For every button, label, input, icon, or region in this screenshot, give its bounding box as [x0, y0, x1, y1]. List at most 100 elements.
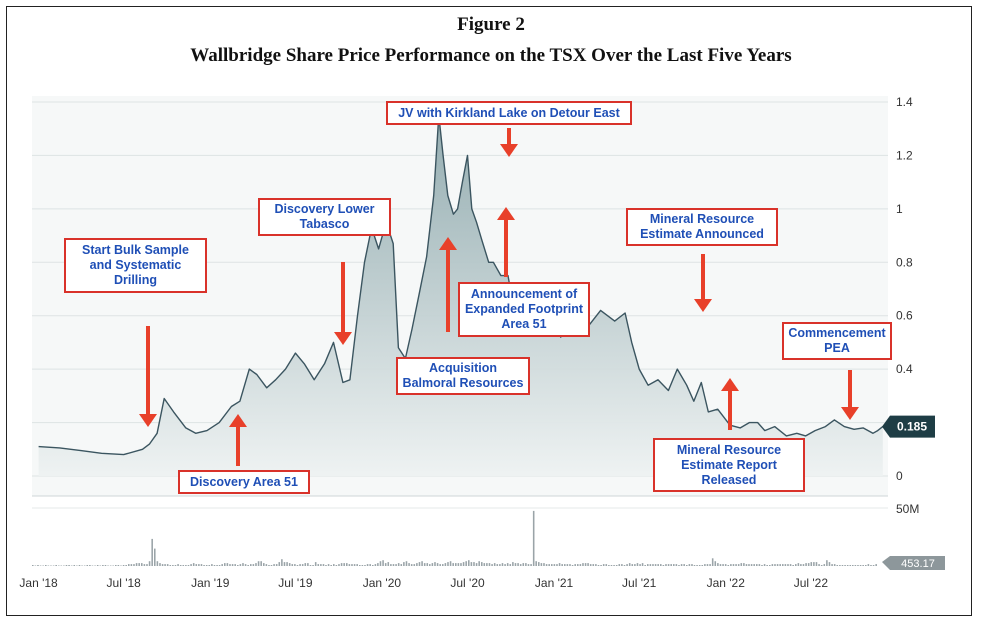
volume-bar [538, 562, 540, 566]
volume-bar [265, 564, 268, 566]
volume-bar [294, 564, 296, 566]
volume-bar [776, 564, 779, 566]
annotation-mineral-resource-announced: Mineral Resource Estimate Announced [626, 208, 778, 246]
annotation-arrow-head [841, 407, 859, 420]
volume-bar [470, 562, 473, 566]
volume-bar [519, 564, 522, 566]
volume-bar [571, 565, 574, 566]
volume-bar [37, 565, 39, 566]
volume-bar [120, 565, 122, 566]
volume-bar [608, 565, 610, 566]
volume-bar [831, 564, 833, 566]
volume-bar [564, 564, 566, 566]
volume-bar [83, 565, 86, 566]
volume-bar [784, 564, 787, 566]
volume-bar [647, 564, 649, 566]
volume-bar [361, 565, 364, 566]
y-tick-label: 0 [896, 469, 903, 483]
volume-bar [815, 562, 818, 566]
volume-bar [600, 565, 602, 566]
volume-bar [117, 565, 120, 566]
volume-bar [94, 565, 96, 566]
volume-bar [688, 564, 691, 566]
volume-bar [859, 565, 862, 566]
volume-bar [146, 564, 148, 566]
volume-bar [683, 564, 685, 566]
y-tick-label: 1.4 [896, 95, 913, 109]
volume-bar [187, 565, 190, 566]
x-tick-label: Jul '19 [278, 576, 313, 590]
volume-bar [174, 565, 177, 566]
volume-bar [854, 565, 857, 566]
volume-bar [237, 565, 239, 566]
volume-bar [802, 564, 805, 566]
volume-bar [275, 564, 278, 566]
volume-bar [758, 564, 761, 566]
volume-bar [761, 565, 763, 566]
volume-bar [32, 565, 34, 566]
volume-bar [436, 563, 439, 566]
volume-bar [719, 564, 722, 566]
volume-bar [128, 564, 130, 566]
volume-bar [387, 562, 390, 566]
volume-bar [613, 565, 615, 566]
volume-bar [205, 565, 208, 566]
volume-bar [566, 564, 569, 566]
volume-bar [468, 560, 470, 566]
volume-bar [65, 565, 68, 566]
volume-bar [496, 564, 499, 566]
volume-bar [392, 564, 395, 566]
last-price-badge [882, 415, 935, 438]
volume-bar [96, 565, 99, 566]
volume-bar [244, 564, 247, 566]
x-tick-label: Jul '21 [622, 576, 657, 590]
volume-bar [156, 561, 159, 566]
volume-bar [735, 564, 737, 566]
annotation-arrow-head [229, 414, 247, 427]
volume-bar [55, 565, 57, 566]
volume-bar [506, 563, 509, 566]
volume-bar [686, 565, 688, 566]
volume-bar [70, 565, 73, 566]
volume-bar [200, 564, 203, 566]
volume-bar [483, 563, 486, 566]
volume-bar [320, 564, 322, 566]
volume-bar [91, 565, 94, 566]
volume-bar [631, 564, 634, 566]
volume-bar [372, 565, 374, 566]
annotation-arrow-head [694, 299, 712, 312]
volume-bar [250, 564, 252, 566]
volume-bar [309, 565, 312, 566]
volume-bar [514, 563, 517, 566]
volume-bar [102, 565, 104, 566]
volume-bar [857, 565, 859, 566]
volume-bar [561, 564, 563, 566]
volume-bar [551, 564, 553, 566]
volume-bar [867, 564, 870, 566]
volume-bar [779, 564, 781, 566]
volume-bar [416, 563, 418, 566]
volume-bar [823, 564, 826, 566]
volume-bar [846, 565, 849, 566]
volume-bar [605, 564, 608, 566]
volume-bar [462, 562, 465, 566]
price-y-axis: 1.41.210.80.60.40.2050M [896, 95, 919, 516]
volume-bar [333, 564, 335, 566]
volume-bar [296, 565, 299, 566]
volume-bar [211, 564, 213, 566]
volume-bar [159, 563, 161, 566]
volume-bar [148, 561, 151, 566]
volume-bar [615, 565, 618, 566]
volume-bar [133, 564, 135, 566]
volume-bar [556, 564, 558, 566]
volume-bar [426, 563, 429, 566]
volume-bar [532, 510, 535, 566]
annotation-acquisition-balmoral: Acquisition Balmoral Resources [396, 357, 530, 395]
volume-bar [109, 565, 112, 566]
volume-bar [693, 565, 696, 566]
volume-bar [397, 563, 400, 566]
volume-bar [89, 565, 91, 566]
volume-bar [787, 564, 789, 566]
volume-bar [488, 563, 491, 566]
